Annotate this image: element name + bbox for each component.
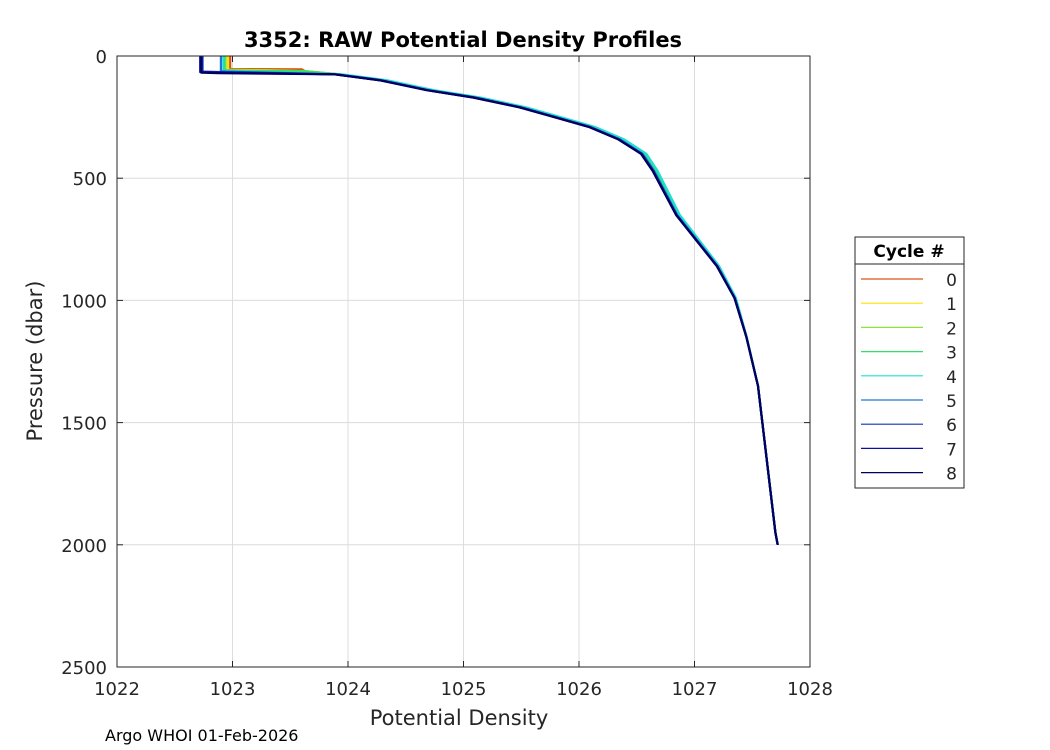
legend-label-cycle-2: 2 [946,319,957,339]
profile-line-cycle-8 [200,56,779,546]
y-tick-label: 0 [96,47,107,68]
y-axis-ticks: 0 500 1000 1500 2000 2500 [61,47,810,679]
x-tick-label: 1025 [441,679,487,700]
legend-label-cycle-6: 6 [946,416,957,436]
legend-label-cycle-7: 7 [946,440,957,460]
legend: Cycle # 0 1 2 3 4 5 6 7 8 [854,236,965,489]
profile-series [199,56,779,546]
y-tick-label: 2500 [61,658,107,679]
x-axis-ticks: 1022 1023 1024 1025 1026 1027 1028 [94,56,833,700]
x-tick-label: 1027 [672,679,718,700]
x-tick-label: 1024 [325,679,371,700]
y-tick-label: 1500 [61,414,107,435]
legend-title: Cycle # [873,242,944,262]
footer-credit: Argo WHOI 01-Feb-2026 [105,726,298,745]
y-tick-label: 500 [73,169,107,190]
y-axis-label: Pressure (dbar) [23,281,47,442]
legend-label-cycle-3: 3 [946,344,957,364]
y-tick-label: 1000 [61,291,107,312]
x-tick-label: 1022 [94,679,140,700]
x-tick-label: 1028 [787,679,833,700]
legend-label-cycle-4: 4 [946,368,957,388]
y-tick-label: 2000 [61,536,107,557]
x-tick-label: 1026 [556,679,602,700]
x-axis-label: Potential Density [370,706,549,730]
legend-label-cycle-8: 8 [946,465,957,485]
legend-label-cycle-0: 0 [946,271,957,291]
chart-title: 3352: RAW Potential Density Profiles [244,28,682,52]
legend-label-cycle-1: 1 [946,295,957,315]
x-tick-label: 1023 [210,679,256,700]
legend-items: 0 1 2 3 4 5 6 7 8 [861,271,957,485]
grid-lines [117,56,810,667]
legend-label-cycle-5: 5 [946,392,957,412]
